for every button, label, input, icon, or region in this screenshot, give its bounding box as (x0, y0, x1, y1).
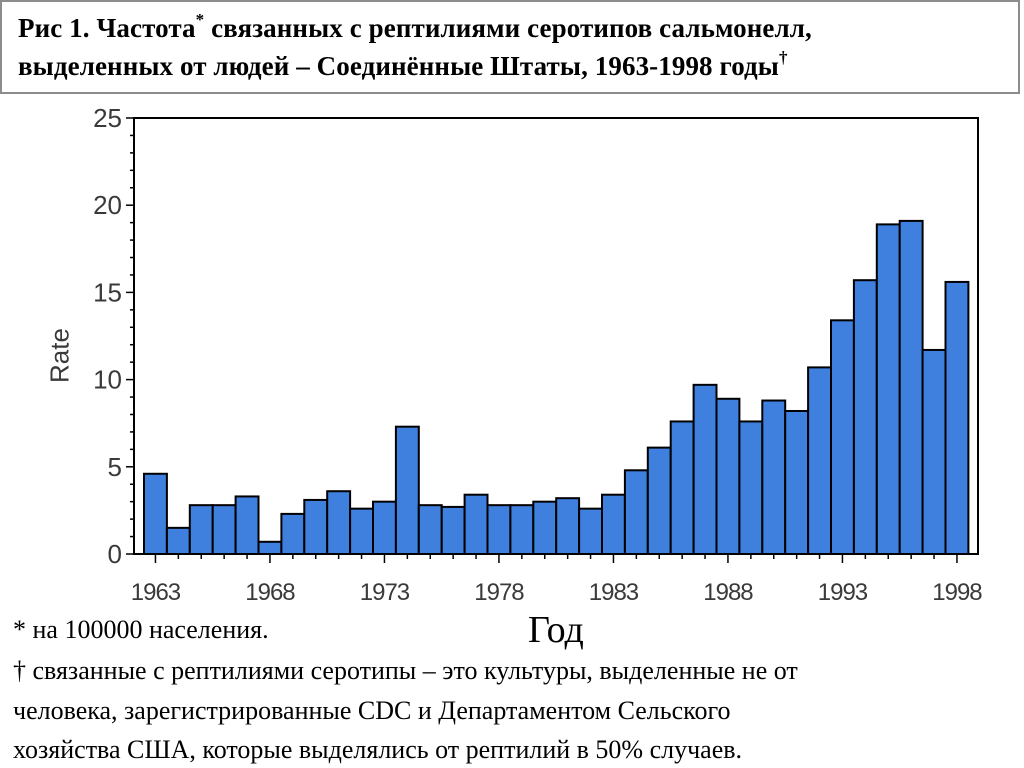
bar-1990 (761, 399, 787, 556)
bar-1998 (944, 280, 970, 555)
x-tick-label: 1973 (360, 579, 410, 606)
x-tick-label: 1968 (245, 579, 295, 606)
bar-1984 (623, 469, 649, 555)
y-tick-label: 0 (108, 539, 122, 569)
bar-1987 (692, 383, 718, 555)
footnote-per-population: * на 100000 населения. (13, 615, 269, 644)
bar-1983 (601, 493, 626, 556)
bar-1975 (417, 504, 443, 555)
bar-1988 (715, 397, 741, 555)
y-tick-label: 20 (93, 190, 122, 220)
x-tick-label: 1988 (703, 579, 753, 606)
x-axis-label: Год (528, 609, 584, 651)
bar-1995 (875, 223, 901, 555)
y-tick-label: 5 (108, 452, 122, 482)
bar-1994 (852, 279, 878, 555)
bar-1964 (165, 526, 191, 556)
footnote-definition-line-3: хозяйства США, которые выделялись от реп… (13, 735, 743, 764)
x-tick-label: 1978 (474, 579, 524, 606)
footnote-definition-line-2: человека, зарегистрированные CDC и Депар… (13, 696, 731, 725)
title-box: Рис 1. Частота* связанных с рептилиями с… (0, 0, 1020, 94)
footnote-definition-line-1: † связанные с рептилиями серотипы – это … (13, 656, 798, 685)
bar-1993 (830, 319, 855, 555)
y-tick-label: 15 (93, 277, 122, 307)
bar-1985 (646, 446, 672, 555)
bar-1997 (921, 348, 947, 555)
bar-1991 (784, 409, 810, 555)
bar-1976 (440, 505, 466, 555)
x-tick-label: 1993 (818, 579, 868, 606)
bar-1980 (532, 500, 558, 555)
x-tick-label: 1963 (131, 579, 181, 606)
bar-1978 (486, 504, 512, 555)
bar-1968 (257, 540, 283, 555)
title-line-1-rest: связанных с рептилиями серотипов сальмон… (204, 13, 812, 43)
bar-1972 (349, 507, 375, 556)
title-line-2: выделенных от людей – Соединённые Штаты,… (18, 48, 788, 82)
bar-1996 (898, 219, 924, 555)
bar-1977 (463, 493, 489, 556)
bar-1992 (807, 366, 832, 555)
x-tick-label: 1983 (589, 579, 639, 606)
title-line-2-text: выделенных от людей – Соединённые Штаты,… (18, 51, 779, 81)
title-dagger: † (778, 48, 788, 67)
bar-1963 (143, 472, 168, 555)
bar-1974 (394, 425, 420, 555)
title-line-1: Рис 1. Частота* связанных с рептилиями с… (18, 10, 812, 44)
bar-1973 (372, 500, 397, 555)
bar-1979 (509, 504, 535, 555)
bar-1971 (326, 490, 352, 556)
y-axis-label: Rate (44, 328, 75, 383)
bar-1982 (578, 507, 603, 556)
y-tick-label: 25 (93, 103, 122, 133)
x-tick-label: 1998 (932, 579, 982, 606)
bar-1966 (211, 504, 237, 555)
title-line-1-start: Рис 1. Частота (18, 13, 196, 43)
bar-1969 (280, 512, 306, 555)
bar-1989 (738, 420, 764, 555)
bar-1981 (555, 497, 581, 555)
y-tick-label: 10 (93, 365, 122, 395)
bar-1986 (669, 420, 695, 555)
bar-1970 (303, 498, 329, 556)
bar-1965 (188, 504, 214, 555)
bar-1967 (234, 495, 260, 555)
title-asterisk: * (195, 10, 205, 29)
